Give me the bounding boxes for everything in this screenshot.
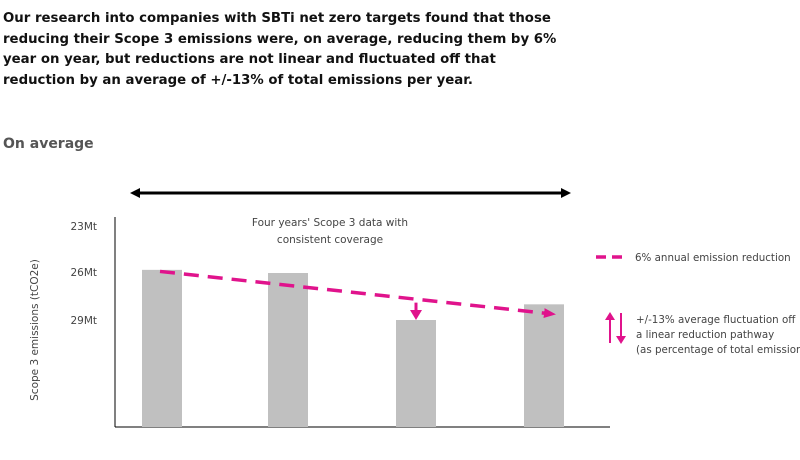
legend-trend-label: 6% annual emission reduction xyxy=(635,252,791,264)
span-annotation-line-2: consistent coverage xyxy=(277,234,383,246)
headline: Our research into companies with SBTi ne… xyxy=(3,11,557,88)
y-tick-label: 23Mt xyxy=(70,221,97,233)
bar xyxy=(268,273,308,427)
fluctuation-arrows-group xyxy=(410,302,422,320)
fluctuation-arrow-head xyxy=(410,310,422,320)
legend-fluctuation-line-2: a linear reduction pathway xyxy=(636,329,774,341)
legend-fluctuation-icon xyxy=(605,312,626,344)
bar xyxy=(396,320,436,427)
y-tick-label: 29Mt xyxy=(70,315,97,327)
bar xyxy=(524,304,564,427)
subheading: On average xyxy=(3,136,94,152)
span-annotation-line-1: Four years' Scope 3 data with xyxy=(252,217,408,229)
legend-fluctuation-line-3: (as percentage of total emissions) xyxy=(636,344,800,356)
trend-line xyxy=(159,269,556,319)
bar xyxy=(142,269,182,427)
y-tick-label: 26Mt xyxy=(70,267,97,279)
legend-fluctuation-line-1: +/-13% average fluctuation off xyxy=(636,314,796,326)
y-axis-label: Scope 3 emissions (tCO2e) xyxy=(29,259,41,401)
bars-group xyxy=(142,269,564,427)
